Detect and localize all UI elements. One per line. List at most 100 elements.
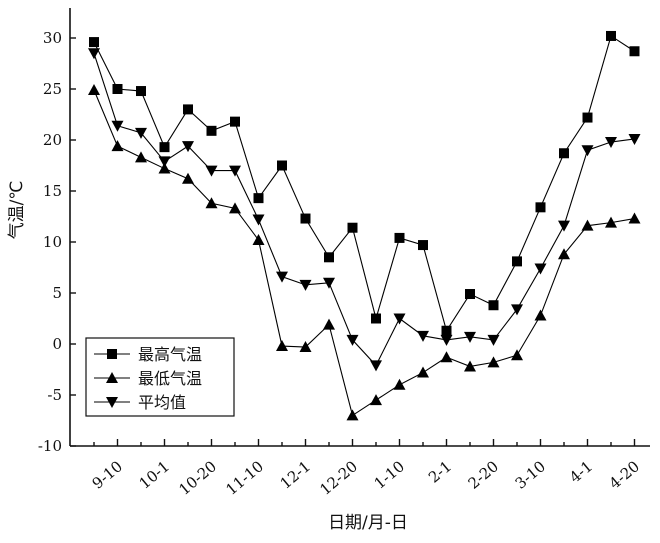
data-point bbox=[277, 160, 287, 171]
data-point bbox=[206, 125, 217, 136]
data-point bbox=[324, 252, 334, 263]
data-point bbox=[487, 356, 500, 368]
data-point bbox=[512, 256, 522, 267]
data-point bbox=[300, 213, 311, 224]
data-point bbox=[346, 334, 359, 346]
data-point bbox=[629, 46, 640, 57]
x-tick-label: 3-10 bbox=[512, 457, 549, 492]
legend-label: 最低气温 bbox=[138, 369, 202, 388]
data-point bbox=[229, 165, 241, 177]
x-tick-label: 12-1 bbox=[277, 457, 314, 492]
data-point bbox=[440, 351, 453, 363]
data-point bbox=[253, 193, 264, 204]
data-point bbox=[158, 162, 171, 174]
legend-item: 最低气温 bbox=[94, 369, 202, 388]
series-1 bbox=[89, 30, 640, 336]
y-tick-label: 5 bbox=[52, 284, 62, 302]
data-point bbox=[159, 142, 170, 153]
data-point bbox=[88, 48, 100, 60]
legend-item: 平均值 bbox=[94, 393, 186, 412]
y-tick-label: 0 bbox=[52, 335, 62, 353]
data-point bbox=[605, 216, 617, 228]
data-point bbox=[205, 197, 218, 209]
data-point bbox=[441, 325, 452, 336]
data-point bbox=[182, 172, 194, 184]
x-tick-label: 10-20 bbox=[175, 457, 220, 499]
data-point bbox=[582, 112, 593, 123]
data-point bbox=[229, 202, 241, 214]
data-point bbox=[440, 334, 453, 346]
x-tick-label: 4-1 bbox=[566, 457, 596, 486]
series-3 bbox=[88, 48, 641, 372]
x-tick-label: 10-1 bbox=[136, 457, 173, 492]
data-point bbox=[393, 313, 406, 325]
data-point bbox=[558, 220, 570, 232]
y-tick-label: 20 bbox=[43, 131, 62, 149]
data-point bbox=[323, 277, 335, 289]
data-point bbox=[417, 366, 429, 378]
data-point bbox=[393, 378, 406, 390]
legend-marker bbox=[107, 349, 117, 359]
data-point bbox=[605, 137, 617, 149]
data-point bbox=[111, 120, 124, 132]
data-point bbox=[464, 360, 476, 372]
data-point bbox=[183, 104, 193, 115]
series-line bbox=[93, 35, 635, 333]
data-point bbox=[628, 133, 641, 145]
legend-label: 平均值 bbox=[138, 393, 186, 412]
data-point bbox=[394, 232, 405, 243]
data-point bbox=[205, 165, 218, 177]
data-point bbox=[112, 84, 123, 94]
data-point bbox=[136, 86, 146, 97]
y-tick-label: -5 bbox=[47, 386, 62, 404]
data-point bbox=[418, 240, 428, 251]
data-point bbox=[347, 222, 358, 233]
data-point bbox=[511, 304, 523, 316]
data-point bbox=[606, 30, 616, 41]
y-tick-label: 10 bbox=[43, 233, 62, 251]
data-point bbox=[535, 202, 546, 213]
legend-marker bbox=[106, 397, 118, 408]
series-line bbox=[93, 53, 635, 367]
data-point bbox=[558, 248, 570, 260]
x-tick-label: 2-1 bbox=[425, 457, 455, 486]
data-point bbox=[417, 330, 429, 342]
data-point bbox=[111, 140, 124, 152]
y-tick-label: 30 bbox=[43, 29, 62, 47]
y-axis-title: 气温/℃ bbox=[7, 181, 27, 240]
data-point bbox=[581, 145, 594, 157]
data-point bbox=[88, 84, 100, 96]
data-point bbox=[252, 214, 265, 226]
data-point bbox=[511, 349, 523, 361]
legend-item: 最高气温 bbox=[94, 345, 202, 364]
data-point bbox=[487, 334, 500, 346]
legend-label: 最高气温 bbox=[138, 345, 202, 364]
data-point bbox=[299, 341, 312, 353]
x-tick-label: 4-20 bbox=[606, 457, 643, 492]
x-tick-label: 9-10 bbox=[89, 457, 126, 492]
data-point bbox=[182, 141, 194, 153]
series-2 bbox=[88, 84, 641, 421]
data-point bbox=[371, 313, 381, 324]
data-point bbox=[559, 148, 569, 159]
data-point bbox=[135, 127, 147, 139]
data-point bbox=[276, 340, 288, 352]
data-point bbox=[135, 151, 147, 163]
x-tick-label: 11-10 bbox=[222, 457, 267, 499]
data-point bbox=[89, 37, 99, 48]
y-tick-label: -10 bbox=[38, 437, 62, 455]
data-point bbox=[370, 394, 382, 406]
data-point bbox=[488, 300, 499, 311]
series-line bbox=[93, 89, 635, 417]
data-point bbox=[581, 219, 594, 231]
data-point bbox=[370, 360, 382, 372]
data-point bbox=[534, 309, 547, 321]
data-point bbox=[276, 271, 288, 283]
data-point bbox=[465, 289, 475, 300]
series-lines bbox=[88, 30, 641, 421]
data-point bbox=[534, 263, 547, 275]
x-tick-label: 12-20 bbox=[316, 457, 361, 499]
